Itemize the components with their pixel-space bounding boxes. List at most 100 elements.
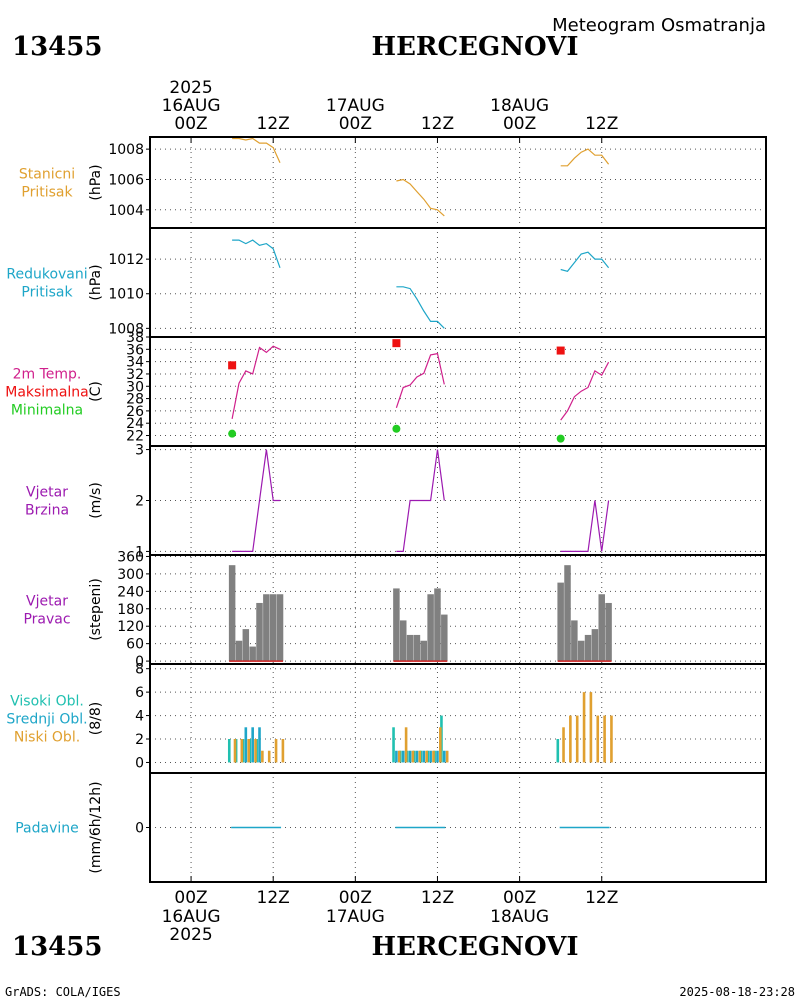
cloud-bar xyxy=(562,727,565,763)
wind-direction-bar xyxy=(577,640,585,662)
wind-direction-bar xyxy=(605,602,612,662)
cloud-bar xyxy=(603,715,606,763)
x-tick-label-top: 12Z xyxy=(257,114,290,134)
y-tick-label: 36 xyxy=(126,342,144,358)
y-axis-label: (mm/6h/12h) xyxy=(88,781,104,873)
y-axis-label: (hPa) xyxy=(88,264,104,300)
x-tick-label-bottom: 00Z xyxy=(503,888,536,908)
cloud-bar xyxy=(244,727,248,763)
series-line xyxy=(560,251,610,272)
wind-direction-bar xyxy=(564,565,571,662)
x-tick-label-top: 00Z xyxy=(503,114,536,134)
day-label-top: 17AUG xyxy=(326,96,385,116)
cloud-bar xyxy=(556,739,560,763)
y-axis-label: (8/8) xyxy=(88,702,104,735)
software-credit: GrADS: COLA/IGES xyxy=(5,985,121,999)
panel-frame xyxy=(149,227,767,338)
render-timestamp: 2025-08-18-23:28 xyxy=(679,985,795,999)
temp-max-marker xyxy=(228,361,237,370)
cloud-bar xyxy=(418,750,422,763)
wind-direction-bar xyxy=(242,629,250,662)
cloud-bar xyxy=(569,715,572,763)
panel-title: Pritisak xyxy=(21,285,73,301)
cloud-bar xyxy=(575,715,579,763)
wind-direction-bar xyxy=(584,634,592,662)
temp-max-marker xyxy=(556,346,565,355)
x-tick-label-top: 12Z xyxy=(585,114,618,134)
x-tick-label-bottom: 00Z xyxy=(174,888,207,908)
day-label-top: 18AUG xyxy=(490,96,549,116)
wind-direction-bar xyxy=(557,582,564,662)
panel-frame xyxy=(149,445,767,556)
panel-precipitation: 0 (mm/6h/12h) Padavine xyxy=(15,772,767,883)
meteogram-panels: 00Z 00Z 12Z 12Z 00Z 00Z 12Z 12Z 00Z 00Z 12Z 12Z 16AU… xyxy=(5,78,767,945)
cloud-bar xyxy=(401,750,405,763)
wind-direction-bar xyxy=(441,614,448,662)
station-name-top: HERCEGNOVI xyxy=(372,32,579,62)
series-line xyxy=(560,148,610,167)
cloud-bar xyxy=(233,739,237,763)
chart-type-label: Meteogram Osmatranja xyxy=(552,15,766,36)
wind-direction-bar xyxy=(249,646,256,662)
y-tick-label: 1008 xyxy=(108,321,144,337)
y-tick-label: 3 xyxy=(135,443,144,459)
wind-direction-bar xyxy=(571,620,578,662)
cloud-bar xyxy=(267,750,271,763)
y-tick-label: 0 xyxy=(135,755,144,771)
wind-direction-bar xyxy=(393,588,400,662)
panel-wind_speed: 1 2 3 (m/s) Vjetar Brzina xyxy=(25,443,767,560)
panel-title: Pravac xyxy=(23,612,70,628)
y-tick-label: 34 xyxy=(126,355,144,371)
series-line xyxy=(232,239,281,269)
y-axis-label: (C) xyxy=(88,381,104,402)
panel-title: Pritisak xyxy=(21,185,73,201)
panel-title: Padavine xyxy=(15,821,79,837)
temp-min-marker xyxy=(556,434,565,443)
day-label-bottom: 16AUG xyxy=(162,907,221,927)
panel-frame xyxy=(149,772,767,883)
panel-frame xyxy=(149,554,767,665)
y-tick-label: 300 xyxy=(117,567,144,583)
panel-title: Vjetar xyxy=(26,485,68,501)
cloud-bar xyxy=(429,750,432,763)
station-id-top: 13455 xyxy=(12,32,102,62)
cloud-bar xyxy=(251,727,254,763)
panel-title: Srednji Obl. xyxy=(6,712,87,728)
panel-title: Visoki Obl. xyxy=(10,694,84,710)
station-id-bottom: 13455 xyxy=(12,932,102,962)
x-tick-label-top: 00Z xyxy=(174,114,207,134)
wind-direction-bar xyxy=(413,634,421,662)
y-tick-label: 180 xyxy=(117,602,144,618)
wind-direction-bar xyxy=(591,629,599,662)
panel-title: Niski Obl. xyxy=(14,730,80,746)
cloud-bar xyxy=(415,750,419,763)
wind-direction-bar xyxy=(434,588,441,662)
x-tick-label-bottom: 12Z xyxy=(585,888,618,908)
panel-clouds: 0 2 4 6 8 (8/8)Visoki Obl. Srednji Obl. Niski O… xyxy=(6,662,767,774)
y-tick-label: 2 xyxy=(135,494,144,510)
panel-title: Maksimalna xyxy=(5,385,89,401)
cloud-bar xyxy=(589,692,593,763)
cloud-bar xyxy=(411,750,415,763)
panel-title: 2m Temp. xyxy=(13,367,82,383)
y-tick-label: 32 xyxy=(126,367,144,383)
cloud-bar xyxy=(240,739,244,763)
y-axis-label: (stepeni) xyxy=(88,578,104,641)
series-line xyxy=(232,449,280,553)
y-tick-label: 60 xyxy=(126,637,144,653)
cloud-bar xyxy=(610,715,613,763)
wind-direction-bar xyxy=(399,620,407,662)
wind-direction-bar xyxy=(276,594,284,662)
y-tick-label: 1004 xyxy=(108,203,144,219)
series-line xyxy=(560,361,610,421)
series-line xyxy=(395,352,445,408)
y-axis-label: (hPa) xyxy=(88,164,104,200)
cloud-bar xyxy=(443,750,446,763)
wind-direction-bar xyxy=(256,602,263,662)
cloud-bar xyxy=(395,750,398,763)
cloud-bar xyxy=(247,739,250,763)
y-tick-label: 120 xyxy=(117,619,144,635)
